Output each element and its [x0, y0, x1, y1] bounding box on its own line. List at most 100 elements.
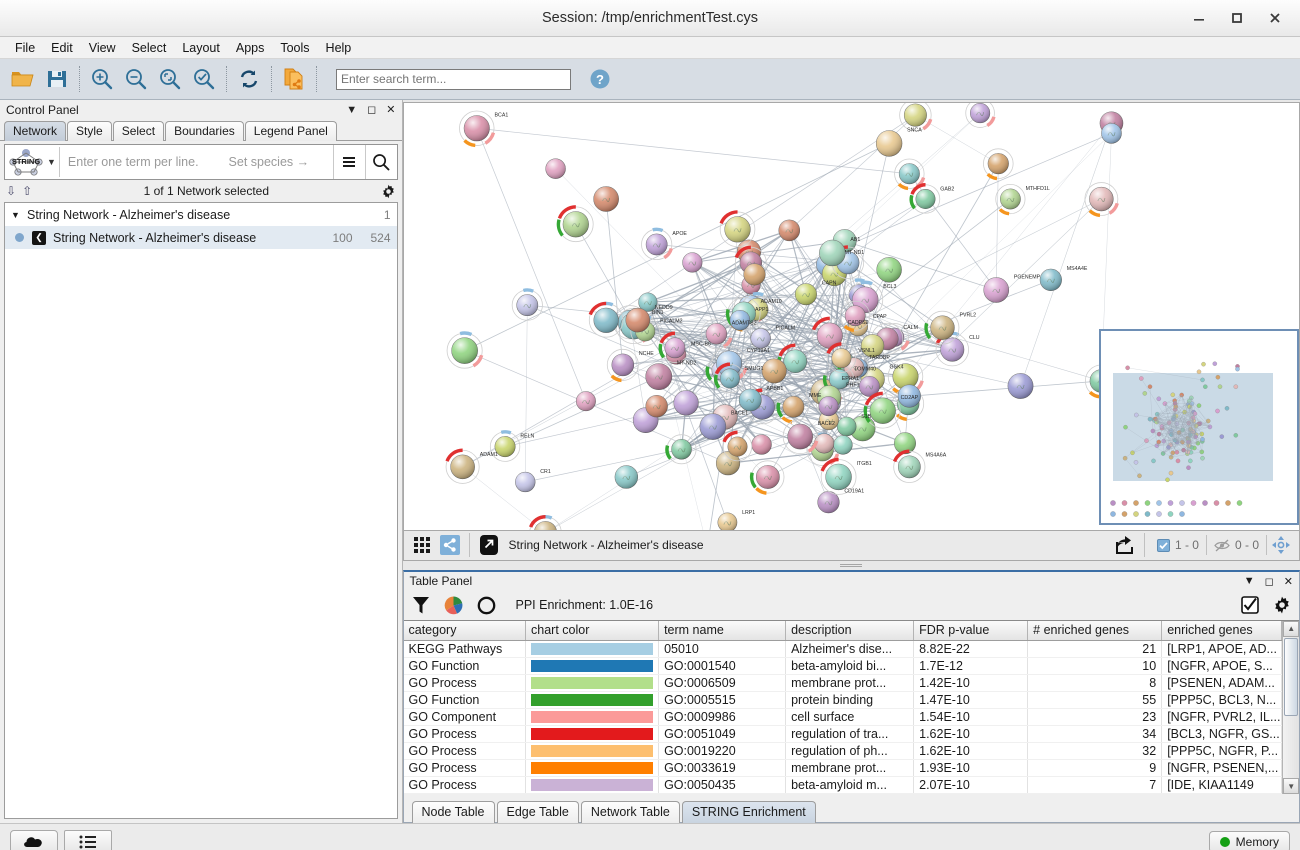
gear-icon[interactable] [381, 184, 396, 199]
float-panel-icon[interactable]: ◻ [367, 104, 377, 116]
svg-text:ADAMTS2: ADAMTS2 [731, 321, 756, 327]
cell-category: GO Process [403, 674, 527, 692]
save-icon[interactable] [40, 62, 74, 96]
zoom-selected-icon[interactable] [187, 62, 221, 96]
chevron-down-icon[interactable]: ▼ [346, 103, 358, 116]
table-row[interactable]: GO Component GO:0009986 cell surface 1.54E-… [403, 708, 1283, 726]
table-row[interactable]: KEGG Pathways 05010 Alzheimer's dise... 8.8… [403, 640, 1283, 658]
column-header-enriched-genes[interactable]: enriched genes [1161, 620, 1283, 641]
column-header-fdr[interactable]: FDR p-value [913, 620, 1029, 641]
menu-tools[interactable]: Tools [280, 40, 310, 55]
cell-enriched-count: 7 [1027, 776, 1163, 794]
filter-funnel-icon[interactable] [412, 596, 430, 615]
fit-content-icon[interactable] [1267, 532, 1295, 558]
tab-node-table[interactable]: Node Table [411, 801, 495, 823]
cloud-icon[interactable] [10, 830, 58, 850]
list-icon[interactable] [64, 830, 112, 850]
cell-description: protein binding [785, 691, 915, 709]
svg-text:LRP1: LRP1 [742, 510, 755, 516]
column-header-category[interactable]: category [403, 620, 527, 641]
help-icon[interactable]: ? [583, 62, 617, 96]
table-row[interactable]: GO Process GO:0019220 regulation of ph... 1… [403, 742, 1283, 760]
tab-network[interactable]: Network [4, 121, 67, 141]
maximize-icon[interactable] [1226, 7, 1248, 29]
string-term-input[interactable]: Enter one term per line. Set species → [60, 155, 333, 169]
right-pane: MT-ND2 MT-ND1 VSNL1 ADAMTS2 PVRL2 SMUG1 TOMM40… [402, 100, 1300, 823]
zoom-fit-icon[interactable] [153, 62, 187, 96]
export-network-icon[interactable] [277, 62, 311, 96]
gear-icon[interactable] [1273, 596, 1291, 614]
table-row[interactable]: GO Function GO:0001540 beta-amyloid bi... 1… [403, 657, 1283, 675]
menu-layout[interactable]: Layout [182, 40, 220, 55]
tree-root-row[interactable]: ▼ String Network - Alzheimer's disease 1 [5, 203, 397, 226]
column-header-chart-color[interactable]: chart color [525, 620, 660, 641]
tree-child-row[interactable]: ❮ String Network - Alzheimer's disease 1… [5, 226, 397, 249]
color-swatch [531, 762, 654, 774]
pie-chart-icon[interactable] [444, 596, 463, 615]
donut-chart-icon[interactable] [477, 596, 496, 615]
tab-select[interactable]: Select [112, 121, 165, 141]
export-image-icon[interactable] [1111, 532, 1139, 558]
tab-style[interactable]: Style [67, 121, 112, 141]
network-view[interactable]: MT-ND2 MT-ND1 VSNL1 ADAMTS2 PVRL2 SMUG1 TOMM40… [402, 102, 1300, 531]
float-panel-icon[interactable]: ◻ [1264, 575, 1274, 588]
menu-view[interactable]: View [88, 40, 116, 55]
tab-string-enrichment[interactable]: STRING Enrichment [681, 801, 816, 823]
close-panel-icon[interactable]: ✕ [386, 104, 396, 116]
menu-apps[interactable]: Apps [235, 40, 265, 55]
menu-edit[interactable]: Edit [51, 40, 73, 55]
tab-network-table[interactable]: Network Table [580, 801, 680, 823]
scroll-down-arrow-icon[interactable]: ▼ [1283, 778, 1299, 794]
collapse-all-icon[interactable]: ⇩ [6, 184, 17, 198]
refresh-icon[interactable] [232, 62, 266, 96]
svg-text:SMUG1: SMUG1 [744, 366, 763, 372]
column-header-enriched-count[interactable]: # enriched genes [1027, 620, 1163, 641]
svg-text:BCL3: BCL3 [883, 284, 896, 290]
chevron-down-icon[interactable]: ▼ [1243, 575, 1255, 587]
chevron-down-icon[interactable]: ▼ [47, 157, 56, 167]
chevron-down-icon[interactable]: ▼ [11, 209, 20, 220]
scrollbar-thumb[interactable] [1284, 637, 1298, 716]
checkbox-checked-icon[interactable] [1241, 596, 1259, 614]
table-row[interactable]: GO Process GO:0033619 membrane prot... 1.93… [403, 759, 1283, 777]
tab-legend-panel[interactable]: Legend Panel [244, 121, 337, 141]
menu-help[interactable]: Help [325, 40, 352, 55]
tab-edge-table[interactable]: Edge Table [496, 801, 579, 823]
scroll-up-arrow-icon[interactable]: ▲ [1283, 620, 1299, 637]
open-folder-icon[interactable] [6, 62, 40, 96]
hamburger-icon[interactable] [332, 145, 365, 179]
enrichment-table-wrapper[interactable]: category chart color term name descripti… [403, 619, 1299, 794]
menu-file[interactable]: File [15, 40, 36, 55]
close-panel-icon[interactable]: ✕ [1283, 575, 1293, 588]
zoom-out-icon[interactable] [119, 62, 153, 96]
column-header-description[interactable]: description [785, 620, 915, 641]
table-row[interactable]: GO Process GO:0051049 regulation of tra...… [403, 725, 1283, 743]
column-header-term-name[interactable]: term name [658, 620, 787, 641]
table-vertical-scrollbar[interactable]: ▲ ▼ [1282, 620, 1299, 794]
minimize-icon[interactable] [1188, 7, 1210, 29]
hidden-edges-icon [1214, 539, 1230, 552]
search-input[interactable] [336, 68, 571, 90]
network-navigator[interactable] [1099, 328, 1299, 525]
search-icon[interactable] [364, 145, 397, 179]
tab-boundaries[interactable]: Boundaries [165, 121, 244, 141]
table-row[interactable]: GO Process GO:0006509 membrane prot... 1.42… [403, 674, 1283, 692]
table-row[interactable]: GO Process GO:0050435 beta-amyloid m... 2.0… [403, 776, 1283, 794]
memory-indicator[interactable]: Memory [1208, 831, 1290, 850]
share-network-icon: ❮ [32, 230, 46, 245]
detach-view-icon[interactable] [475, 532, 503, 558]
svg-text:CPAP: CPAP [872, 314, 886, 320]
panel-splitter[interactable] [402, 560, 1300, 570]
share-network-icon[interactable] [436, 532, 464, 558]
svg-text:BACE2: BACE2 [817, 421, 834, 427]
expand-all-icon[interactable]: ⇧ [22, 184, 33, 198]
tree-child-label: String Network - Alzheimer's disease [53, 230, 257, 245]
table-row[interactable]: GO Function GO:0005515 protein binding 1.47… [403, 691, 1283, 709]
zoom-in-icon[interactable] [85, 62, 119, 96]
set-species-link[interactable]: Set species → [228, 155, 310, 169]
string-logo-icon[interactable]: STRING [5, 145, 47, 179]
network-graph[interactable]: MT-ND2 MT-ND1 VSNL1 ADAMTS2 PVRL2 SMUG1 TOMM40… [404, 103, 1299, 531]
grid-layout-icon[interactable] [408, 532, 436, 558]
close-icon[interactable] [1264, 7, 1286, 29]
menu-select[interactable]: Select [131, 40, 167, 55]
